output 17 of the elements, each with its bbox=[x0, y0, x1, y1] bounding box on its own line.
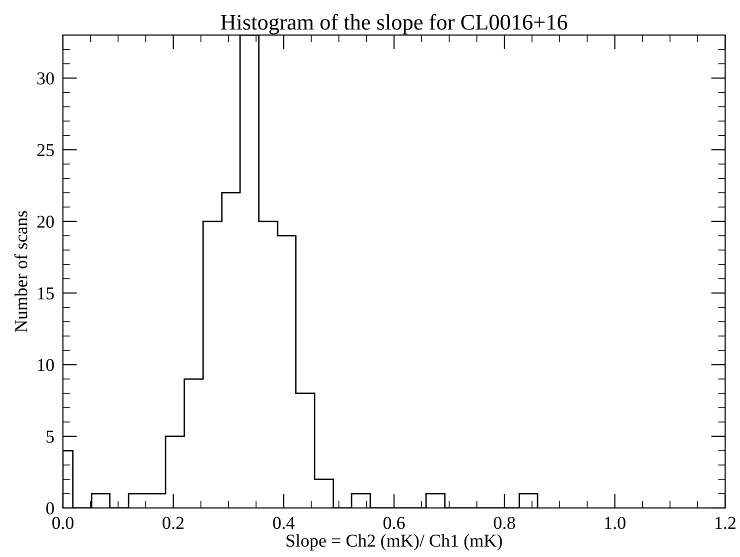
x-tick-label: 0.2 bbox=[162, 516, 184, 530]
y-tick-label: 25 bbox=[37, 144, 54, 156]
y-tick-label: 5 bbox=[46, 430, 54, 443]
chart-title: Histogram of the slope for CL0016+16 bbox=[220, 14, 568, 34]
x-tick-label: 0.8 bbox=[494, 516, 516, 530]
y-tick-label: 15 bbox=[38, 287, 54, 300]
x-tick-label: 1.0 bbox=[605, 516, 626, 530]
y-tick-label: 20 bbox=[37, 216, 54, 228]
y-tick-label: 10 bbox=[38, 358, 54, 372]
x-tick-label: 1.2 bbox=[716, 516, 736, 530]
x-tick-label: 0.0 bbox=[52, 516, 74, 530]
y-tick-label: 0 bbox=[46, 502, 54, 514]
x-tick-label: 0.4 bbox=[273, 516, 295, 530]
x-axis-title: Slope = Ch2 (mK)/ Ch1 (mK) bbox=[286, 534, 502, 550]
y-axis-title: Number of scans bbox=[14, 211, 28, 332]
x-tick-label: 0.6 bbox=[383, 516, 405, 530]
y-tick-label: 30 bbox=[37, 72, 54, 85]
